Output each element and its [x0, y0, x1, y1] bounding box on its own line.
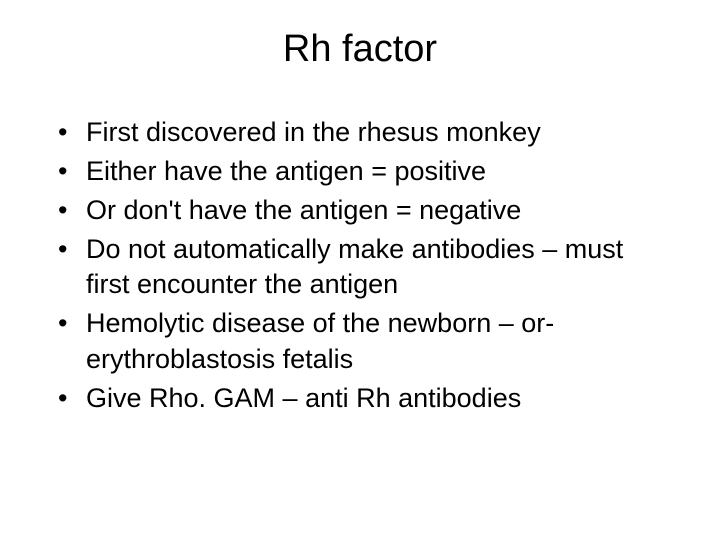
bullet-list: First discovered in the rhesus monkey Ei… — [56, 115, 664, 416]
bullet-item: Or don't have the antigen = negative — [56, 193, 664, 228]
slide-content: First discovered in the rhesus monkey Ei… — [0, 115, 720, 416]
bullet-item: Do not automatically make antibodies – m… — [56, 232, 664, 302]
slide-title: Rh factor — [0, 28, 720, 71]
bullet-item: Give Rho. GAM – anti Rh antibodies — [56, 381, 664, 416]
bullet-item: First discovered in the rhesus monkey — [56, 115, 664, 150]
slide-container: Rh factor First discovered in the rhesus… — [0, 0, 720, 540]
bullet-item: Hemolytic disease of the newborn – or- e… — [56, 306, 664, 376]
bullet-item: Either have the antigen = positive — [56, 154, 664, 189]
